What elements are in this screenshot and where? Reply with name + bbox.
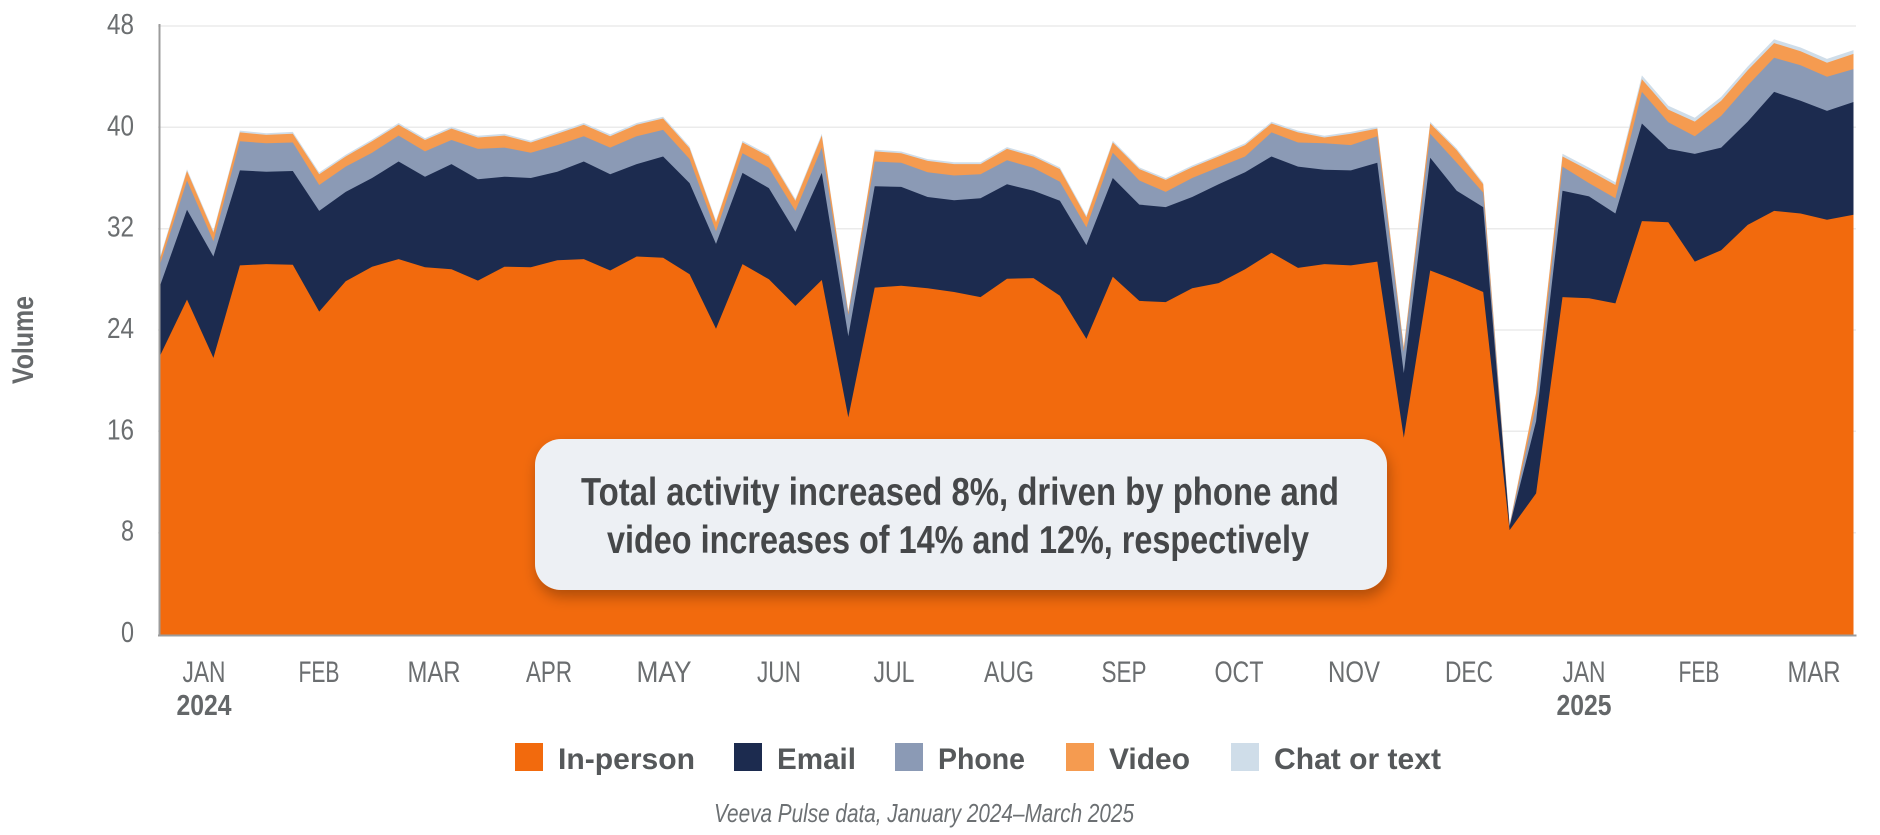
svg-text:Veeva Pulse data, January 2024: Veeva Pulse data, January 2024–March 202…: [714, 798, 1134, 828]
svg-text:NOV: NOV: [1328, 656, 1380, 689]
svg-text:JAN: JAN: [183, 656, 226, 689]
svg-text:JAN: JAN: [1563, 656, 1606, 689]
svg-text:FEB: FEB: [299, 656, 340, 689]
svg-text:48: 48: [107, 9, 134, 41]
svg-text:MAR: MAR: [408, 656, 461, 689]
svg-text:video increases of 14% and 12%: video increases of 14% and 12%, respecti…: [607, 519, 1309, 562]
svg-text:JUL: JUL: [874, 656, 915, 689]
svg-text:16: 16: [107, 414, 134, 446]
svg-text:Email: Email: [777, 743, 856, 776]
svg-text:Total activity increased 8%, d: Total activity increased 8%, driven by p…: [581, 471, 1339, 514]
svg-text:0: 0: [121, 617, 134, 649]
svg-text:MAR: MAR: [1788, 656, 1841, 689]
svg-text:8: 8: [121, 516, 134, 548]
svg-text:FEB: FEB: [1679, 656, 1720, 689]
svg-text:AUG: AUG: [984, 656, 1034, 689]
svg-text:Video: Video: [1109, 743, 1190, 776]
svg-text:APR: APR: [526, 656, 572, 689]
svg-text:2024: 2024: [177, 690, 232, 722]
svg-text:MAY: MAY: [637, 656, 692, 689]
svg-text:SEP: SEP: [1102, 656, 1147, 689]
svg-text:JUN: JUN: [757, 656, 801, 689]
svg-text:24: 24: [107, 313, 134, 345]
svg-text:OCT: OCT: [1215, 656, 1264, 689]
svg-text:Volume: Volume: [7, 296, 40, 384]
svg-text:40: 40: [107, 110, 134, 142]
svg-text:Chat or text: Chat or text: [1274, 743, 1441, 776]
svg-text:32: 32: [107, 212, 134, 244]
svg-text:2025: 2025: [1557, 690, 1612, 722]
svg-text:In-person: In-person: [558, 743, 695, 776]
svg-text:Phone: Phone: [938, 743, 1025, 776]
svg-text:DEC: DEC: [1445, 656, 1493, 689]
